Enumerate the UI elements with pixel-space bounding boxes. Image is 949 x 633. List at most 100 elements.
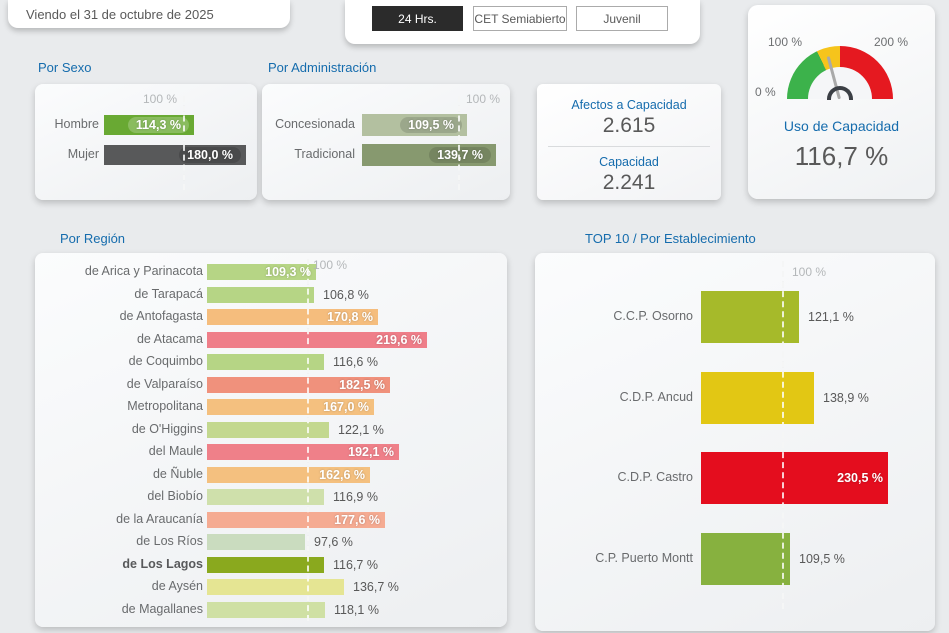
capacity-kpi-card: Afectos a Capacidad 2.615 Capacidad 2.24… xyxy=(537,84,721,200)
por_region-category-label: de Los Ríos xyxy=(136,534,203,549)
por_region-bar[interactable] xyxy=(207,421,329,438)
por_region-category-label: de Arica y Parinacota xyxy=(84,264,203,278)
por_admin-bar[interactable]: 109,5 % xyxy=(362,114,467,136)
por_region-bar[interactable]: 182,5 % xyxy=(207,376,390,393)
gauge-tick-0: 0 % xyxy=(755,85,776,99)
por_region-bar[interactable] xyxy=(207,489,324,506)
por_sexo-value-label: 114,3 % xyxy=(127,117,189,133)
por_region-category-label: de Aysén xyxy=(151,579,203,594)
por_sexo-reference-label: 100 % xyxy=(142,92,177,106)
por_sexo-category-label: Mujer xyxy=(67,147,99,161)
gauge-value: 116,7 % xyxy=(794,141,889,171)
por_region-bar[interactable]: 162,6 % xyxy=(207,466,370,483)
por_region-bar[interactable]: 170,8 % xyxy=(207,309,378,326)
capacity-gauge-card: 100 % 200 % 0 % Uso de Capacidad 116,7 % xyxy=(748,5,935,199)
por_region-value-label: 116,7 % xyxy=(333,557,378,572)
por_sexo-bar[interactable]: 114,3 % xyxy=(104,115,194,135)
por_sexo-value-label: 180,0 % xyxy=(179,147,241,163)
gauge-title: Uso de Capacidad xyxy=(783,118,900,134)
por_region-value-label: 122,1 % xyxy=(338,422,384,437)
por_admin-bar[interactable]: 139,7 % xyxy=(362,144,496,166)
por_region-category-label: del Biobío xyxy=(147,489,203,504)
top10-category-label: C.D.P. Ancud xyxy=(619,389,693,404)
viewing-date-label: Viendo el 31 de octubre de 2025 xyxy=(26,6,214,22)
top10-bar[interactable] xyxy=(701,371,814,424)
por_region-reference-line-overlay xyxy=(307,259,309,621)
por_region-bar[interactable]: 109,3 % xyxy=(207,264,316,280)
capacidad-value: 2.241 xyxy=(602,171,656,194)
por_region-bar[interactable] xyxy=(207,556,324,573)
por_region-bar[interactable]: 177,6 % xyxy=(207,511,385,528)
filter-button-cet-semiabierto[interactable]: CET Semiabierto xyxy=(473,6,567,31)
por-administracion-chart: Concesionada 109,5 % Tradicional 139,7 % 100… xyxy=(262,84,510,200)
por_region-category-label: del Maule xyxy=(148,444,203,459)
por_region-value-label: 97,6 % xyxy=(314,535,353,550)
por_region-value-label: 118,1 % xyxy=(334,602,379,617)
por_region-bar[interactable]: 192,1 % xyxy=(207,444,399,461)
por_region-value-label: 182,5 % xyxy=(339,377,385,392)
por_region-bar[interactable] xyxy=(207,579,344,596)
por_region-bar[interactable] xyxy=(207,354,324,371)
por_region-bar[interactable] xyxy=(207,286,314,303)
por_admin-value-label: 139,7 % xyxy=(429,147,491,163)
por_region-category-label: de la Araucanía xyxy=(116,511,203,526)
por_region-value-label: 162,6 % xyxy=(319,467,365,482)
top10-reference-label: 100 % xyxy=(792,265,827,279)
por_region-bar[interactable]: 167,0 % xyxy=(207,399,374,416)
por_admin-reference-line-overlay xyxy=(458,96,460,190)
por_region-value-label: 116,9 % xyxy=(333,490,378,505)
filter-button-juvenil[interactable]: Juvenil xyxy=(576,6,668,31)
por-sexo-title: Por Sexo xyxy=(38,60,92,75)
por_region-value-label: 109,3 % xyxy=(265,265,311,279)
top10-bar[interactable]: 230,5 % xyxy=(701,452,888,504)
viewing-date-chip: Viendo el 31 de octubre de 2025 xyxy=(8,0,290,28)
por_admin-category-label: Concesionada xyxy=(275,117,355,131)
por-sexo-chart: Hombre 114,3 % Mujer 180,0 % 100 % xyxy=(35,84,257,200)
kpi-divider xyxy=(548,146,710,147)
gauge-tick-100: 100 % xyxy=(768,35,803,49)
por_region-category-label: de Antofagasta xyxy=(119,309,203,324)
top10-establecimiento-chart: C.C.P. Osorno 121,1 % C.D.P. Ancud 138,9 % C… xyxy=(535,253,935,631)
afectos-label: Afectos a Capacidad xyxy=(571,98,687,112)
por_region-bar[interactable] xyxy=(207,601,325,618)
por-region-title: Por Región xyxy=(60,231,126,246)
por_region-category-label: de Valparaíso xyxy=(126,376,203,391)
afectos-value: 2.615 xyxy=(602,114,656,137)
por_region-value-label: 106,8 % xyxy=(323,287,369,302)
capacidad-label: Capacidad xyxy=(599,155,659,169)
por_region-bar[interactable] xyxy=(207,534,305,551)
por_sexo-category-label: Hombre xyxy=(54,117,99,131)
por_region-value-label: 192,1 % xyxy=(348,445,394,460)
por_region-category-label: de Ñuble xyxy=(152,466,203,481)
por_sexo-bar[interactable]: 180,0 % xyxy=(104,145,246,165)
por_region-category-label: de Los Lagos xyxy=(122,556,203,571)
top10-category-label: C.C.P. Osorno xyxy=(613,309,693,323)
capacity-gauge xyxy=(787,46,893,100)
por_admin-value-label: 109,5 % xyxy=(400,117,462,133)
por_sexo-reference-line-overlay xyxy=(183,96,185,190)
por_region-category-label: de Coquimbo xyxy=(128,354,203,369)
filter-card: 24 Hrs. CET Semiabierto Juvenil xyxy=(345,0,700,44)
top10-bar[interactable] xyxy=(701,291,799,343)
por_region-category-label: de Magallanes xyxy=(121,601,203,616)
gauge-tick-200: 200 % xyxy=(874,35,909,49)
por_region-value-label: 177,6 % xyxy=(334,512,380,527)
top10-category-label: C.D.P. Castro xyxy=(617,470,694,484)
por_region-reference-label: 100 % xyxy=(313,258,348,272)
top10-bar[interactable] xyxy=(701,532,790,585)
por_region-category-label: Metropolitana xyxy=(127,399,203,414)
por_region-value-label: 136,7 % xyxy=(353,580,399,595)
top10-reference-line-overlay xyxy=(782,261,784,609)
top10-value-label: 138,9 % xyxy=(823,390,869,405)
por_region-bar[interactable]: 219,6 % xyxy=(207,331,427,348)
por-region-chart: de Arica y Parinacota 109,3 % de Tarapacá 1… xyxy=(35,253,507,627)
por-administracion-title: Por Administración xyxy=(268,60,377,75)
filter-button-24hrs[interactable]: 24 Hrs. xyxy=(372,6,463,31)
top10-value-label: 230,5 % xyxy=(837,471,883,485)
top10-value-label: 121,1 % xyxy=(808,310,854,324)
por_region-category-label: de Tarapacá xyxy=(134,286,203,301)
por_region-value-label: 167,0 % xyxy=(323,400,369,415)
top10-category-label: C.P. Puerto Montt xyxy=(595,550,693,565)
por_region-value-label: 219,6 % xyxy=(376,332,422,347)
top10-value-label: 109,5 % xyxy=(799,551,845,566)
